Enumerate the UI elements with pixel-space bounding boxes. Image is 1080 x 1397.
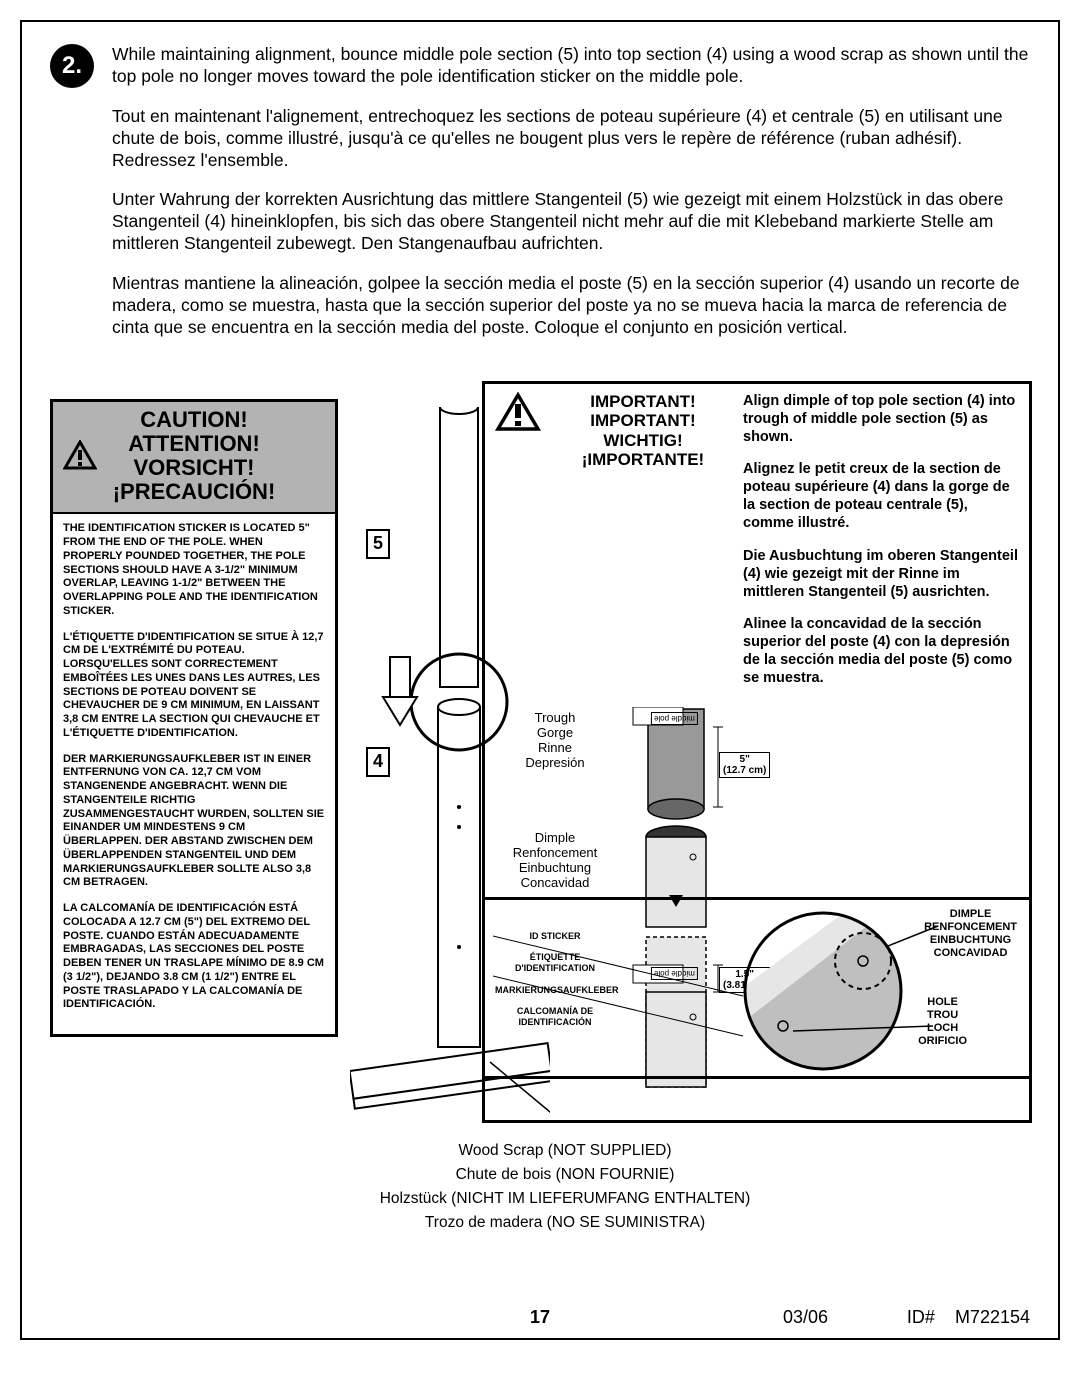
- label-dimple-fr: Renfoncement: [495, 846, 615, 861]
- instruction-es: Mientras mantiene la alineación, golpee …: [112, 273, 1030, 339]
- page-footer: 17 03/06 ID# M722154: [22, 1307, 1058, 1328]
- caution-heading-fr: ATTENTION!: [57, 432, 331, 456]
- part-number-5: 5: [366, 529, 390, 559]
- caution-box: CAUTION! ATTENTION! VORSICHT! ¡PRECAUCIÓ…: [50, 399, 338, 1038]
- wood-es: Trozo de madera (NO SE SUMINISTRA): [350, 1211, 780, 1235]
- caution-heading-es: ¡PRECAUCIÓN!: [57, 480, 331, 504]
- step-number-circle: 2.: [50, 44, 94, 88]
- detail-dimple-fr: RENFONCEMENT: [924, 921, 1017, 934]
- detail-dimple-es: CONCAVIDAD: [924, 947, 1017, 960]
- lower-diagram-area: CAUTION! ATTENTION! VORSICHT! ¡PRECAUCIÓ…: [50, 367, 1030, 1237]
- wood-de: Holzstück (NICHT IM LIEFERUMFANG ENTHALT…: [350, 1187, 780, 1211]
- detail-hole-fr: TROU: [918, 1009, 967, 1022]
- label-trough-fr: Gorge: [495, 726, 615, 741]
- detail-hole-es: ORIFICIO: [918, 1035, 967, 1048]
- align-fr: Alignez le petit creux de la section de …: [743, 460, 1019, 533]
- important-align-text: Align dimple of top pole section (4) int…: [743, 392, 1019, 702]
- instruction-de: Unter Wahrung der korrekten Ausrichtung …: [112, 189, 1030, 255]
- label-dimple-en: Dimple: [495, 831, 615, 846]
- caution-heading-de: VORSICHT!: [57, 456, 331, 480]
- caution-heading-en: CAUTION!: [57, 408, 331, 432]
- footer-id-label: ID#: [907, 1307, 935, 1327]
- label-trough-de: Rinne: [495, 741, 615, 756]
- important-heading-2: IMPORTANT!: [553, 411, 733, 431]
- warning-triangle-icon: [63, 440, 97, 475]
- instruction-block: 2. While maintaining alignment, bounce m…: [50, 44, 1030, 357]
- part-number-4: 4: [366, 747, 390, 777]
- wood-en: Wood Scrap (NOT SUPPLIED): [350, 1139, 780, 1163]
- instruction-text: While maintaining alignment, bounce midd…: [112, 44, 1030, 357]
- important-heading-4: ¡IMPORTANTE!: [553, 450, 733, 470]
- detail-hole-labels: HOLE TROU LOCH ORIFICIO: [918, 996, 967, 1049]
- align-en: Align dimple of top pole section (4) int…: [743, 392, 1019, 446]
- wood-scrap-labels: Wood Scrap (NOT SUPPLIED) Chute de bois …: [350, 1139, 780, 1235]
- dimple-labels: Dimple Renfoncement Einbuchtung Concavid…: [495, 831, 615, 891]
- important-headings: IMPORTANT! IMPORTANT! WICHTIG! ¡IMPORTAN…: [553, 392, 733, 470]
- detail-hole-en: HOLE: [918, 996, 967, 1009]
- page-frame: 2. While maintaining alignment, bounce m…: [20, 20, 1060, 1340]
- label-trough-es: Depresión: [495, 756, 615, 771]
- instruction-en: While maintaining alignment, bounce midd…: [112, 44, 1030, 88]
- detail-dimple-labels: DIMPLE RENFONCEMENT EINBUCHTUNG CONCAVID…: [924, 908, 1017, 961]
- wood-fr: Chute de bois (NON FOURNIE): [350, 1163, 780, 1187]
- footer-id: ID# M722154: [907, 1307, 1030, 1328]
- caution-text-fr: L'ÉTIQUETTE D'IDENTIFICATION SE SITUE À …: [63, 631, 325, 741]
- important-heading-3: WICHTIG!: [553, 431, 733, 451]
- circle-detail-box: DIMPLE RENFONCEMENT EINBUCHTUNG CONCAVID…: [482, 897, 1032, 1079]
- dimension-5in: 5" (12.7 cm): [719, 752, 770, 778]
- caution-body: THE IDENTIFICATION STICKER IS LOCATED 5"…: [53, 514, 335, 1034]
- detail-dimple-en: DIMPLE: [924, 908, 1017, 921]
- label-dimple-es: Concavidad: [495, 876, 615, 891]
- footer-id-value: M722154: [955, 1307, 1030, 1327]
- detail-hole-de: LOCH: [918, 1022, 967, 1035]
- caution-text-de: DER MARKIERUNGSAUFKLEBER IST IN EINER EN…: [63, 753, 325, 891]
- important-heading-1: IMPORTANT!: [553, 392, 733, 412]
- caution-text-es: LA CALCOMANÍA DE IDENTIFICACIÓN ESTÁ COL…: [63, 902, 325, 1012]
- align-es: Alinee la concavidad de la sección super…: [743, 615, 1019, 688]
- caution-header: CAUTION! ATTENTION! VORSICHT! ¡PRECAUCIÓ…: [53, 402, 335, 515]
- footer-date: 03/06: [783, 1307, 828, 1328]
- label-dimple-de: Einbuchtung: [495, 861, 615, 876]
- page-number: 17: [530, 1307, 550, 1328]
- detail-dimple-de: EINBUCHTUNG: [924, 934, 1017, 947]
- align-de: Die Ausbuchtung im oberen Stangenteil (4…: [743, 547, 1019, 601]
- warning-triangle-icon: [495, 392, 543, 437]
- caution-text-en: THE IDENTIFICATION STICKER IS LOCATED 5"…: [63, 522, 325, 618]
- label-trough-en: Trough: [495, 711, 615, 726]
- middle-pole-label-1: middle pole: [651, 712, 698, 725]
- instruction-fr: Tout en maintenant l'alignement, entrech…: [112, 106, 1030, 172]
- trough-labels: Trough Gorge Rinne Depresión: [495, 711, 615, 771]
